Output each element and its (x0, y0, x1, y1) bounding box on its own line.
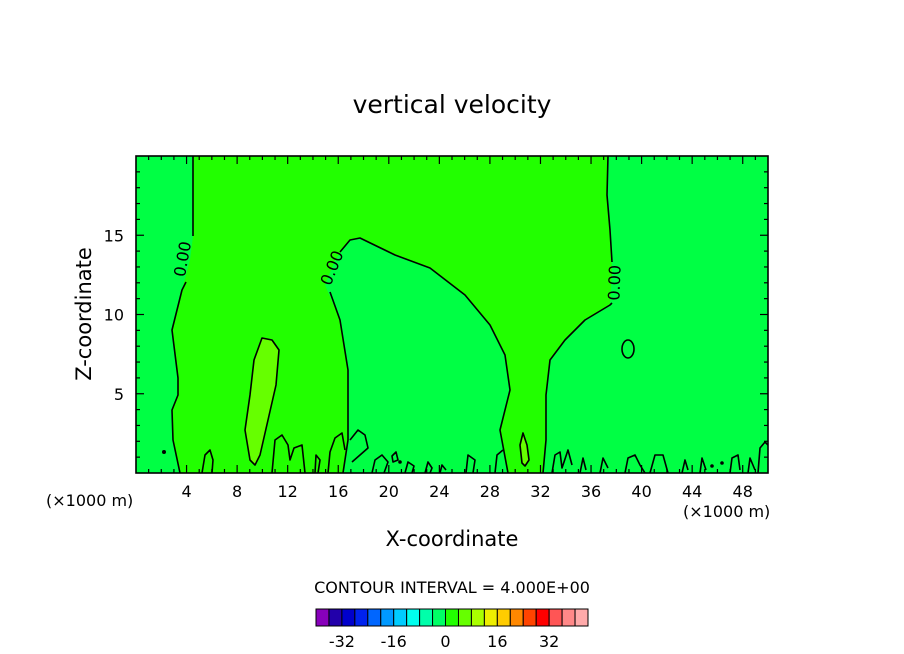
chart-title: vertical velocity (353, 90, 552, 119)
colorbar-swatch (509, 608, 524, 627)
colorbar-swatch (354, 608, 369, 627)
x-axis-ticks: 4 8 12 16 20 24 28 32 36 40 44 48 (148, 156, 756, 501)
contour-bottom-ripples (201, 429, 768, 473)
contour-zero-left (171, 156, 194, 473)
x-tick-label: 40 (631, 482, 651, 501)
plot-area (136, 156, 768, 473)
positive-region-left (172, 156, 612, 473)
colorbar-swatch (432, 608, 447, 627)
colorbar-swatch (561, 608, 576, 627)
contour-strong-positive (244, 337, 280, 466)
x-tick-label: 48 (733, 482, 753, 501)
contour-zero-dome (329, 237, 511, 473)
x-tick-label: 28 (480, 482, 500, 501)
x-tick-label: 36 (581, 482, 601, 501)
colorbar-swatch (457, 608, 472, 627)
colorbar-swatch (574, 608, 589, 627)
y-tick-label: 5 (114, 385, 124, 404)
colorbar-swatch (470, 608, 485, 627)
x-tick-label: 32 (530, 482, 550, 501)
colorbar-tick-label: 32 (539, 632, 559, 651)
colorbar-swatch (522, 608, 537, 627)
colorbar-swatch (367, 608, 382, 627)
colorbar-tick-label: -32 (329, 632, 355, 651)
x-unit-right: (×1000 m) (683, 502, 770, 521)
colorbar-swatch (380, 608, 395, 627)
colorbar-tick-label: 0 (440, 632, 450, 651)
colorbar-swatch (341, 608, 356, 627)
contour-zero-right (542, 156, 613, 473)
contour-interval-label: CONTOUR INTERVAL = 4.000E+00 (314, 578, 590, 597)
x-axis-label: X-coordinate (386, 527, 519, 551)
x-tick-label: 4 (181, 482, 191, 501)
x-tick-label: 16 (328, 482, 348, 501)
colorbar-ticks: -32 -16 0 16 32 (329, 632, 559, 651)
colorbar-swatch (548, 608, 563, 627)
y-tick-label: 15 (104, 226, 124, 245)
x-tick-label: 24 (429, 482, 449, 501)
colorbar-swatch (315, 608, 330, 627)
x-tick-label: 44 (682, 482, 702, 501)
colorbar-swatch (328, 608, 343, 627)
contour-dots (162, 450, 724, 468)
colorbar-tick-label: 16 (487, 632, 507, 651)
colorbar-tick-label: -16 (381, 632, 407, 651)
y-axis-ticks: 5 10 15 (104, 171, 768, 458)
colorbar-swatch (535, 608, 550, 627)
x-tick-label: 20 (379, 482, 399, 501)
y-axis-label: Z-coordinate (72, 247, 96, 381)
contour-label: 0.00 (604, 265, 624, 301)
colorbar-swatch (419, 608, 434, 627)
colorbar-swatch (483, 608, 498, 627)
colorbar-swatch (393, 608, 408, 627)
y-tick-label: 10 (104, 306, 124, 325)
small-positive-feature (520, 433, 529, 466)
x-tick-label: 12 (278, 482, 298, 501)
contour-small-feature (519, 432, 530, 467)
colorbar-swatch (496, 608, 511, 627)
colorbar (315, 608, 589, 627)
colorbar-swatch (406, 608, 421, 627)
x-tick-label: 8 (232, 482, 242, 501)
x-unit-left: (×1000 m) (46, 491, 133, 510)
colorbar-swatch (445, 608, 459, 627)
contour-zero-ellipse (621, 339, 635, 359)
